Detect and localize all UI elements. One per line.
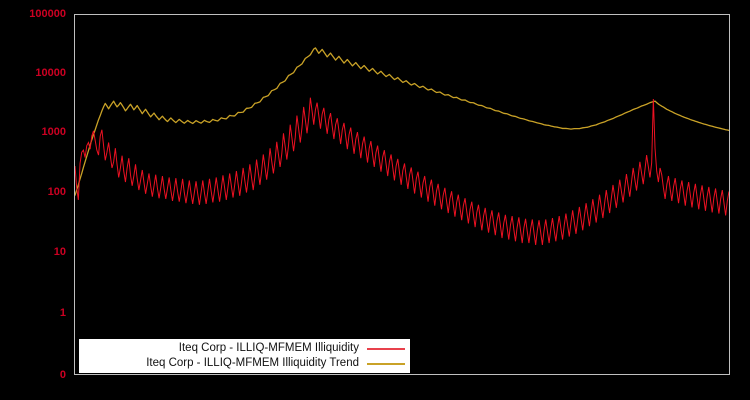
legend-swatch-illiquidity <box>367 347 405 350</box>
ytick-label: 1 <box>59 307 66 319</box>
ytick-label: 10000 <box>35 67 66 79</box>
legend: Iteq Corp - ILLIQ-MFMEM Illiquidity Iteq… <box>79 339 410 373</box>
legend-label-illiquidity: Iteq Corp - ILLIQ-MFMEM Illiquidity <box>178 342 359 354</box>
series-line-illiquidity <box>75 97 729 246</box>
series-line-illiquidity-trend <box>75 47 729 196</box>
legend-label-illiquidity-trend: Iteq Corp - ILLIQ-MFMEM Illiquidity Tren… <box>146 357 359 369</box>
series-canvas <box>75 47 729 246</box>
ytick-label: 0 <box>59 369 66 381</box>
ytick-label: 10 <box>53 246 66 258</box>
legend-entry-illiquidity-trend: Iteq Corp - ILLIQ-MFMEM Illiquidity Tren… <box>80 356 409 371</box>
plot-area <box>74 14 730 375</box>
legend-swatch-illiquidity-trend <box>367 362 405 365</box>
ytick-label: 100000 <box>29 8 66 20</box>
ytick-label: 100 <box>47 186 66 198</box>
ytick-label: 1000 <box>41 126 66 138</box>
legend-entry-illiquidity: Iteq Corp - ILLIQ-MFMEM Illiquidity <box>80 341 409 356</box>
